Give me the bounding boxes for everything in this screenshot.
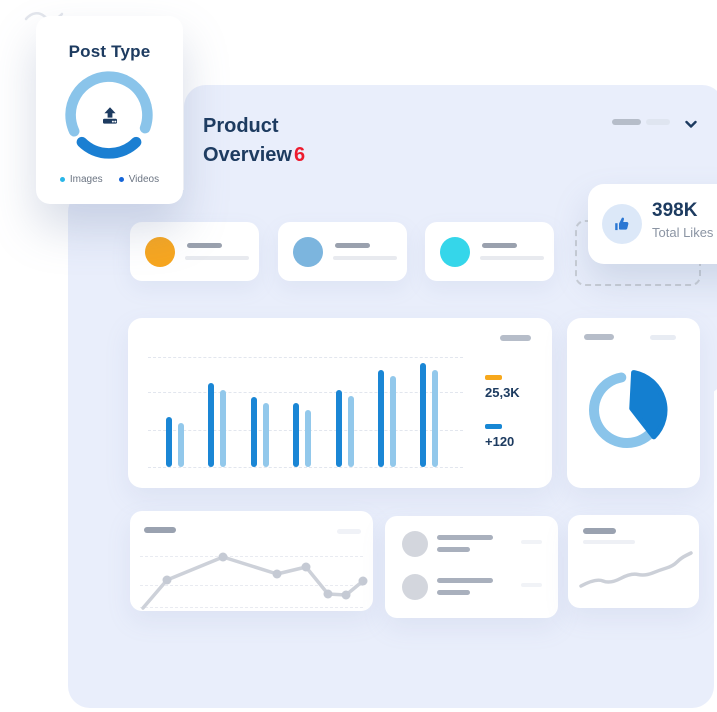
bar-previous [305, 410, 312, 467]
gridline [148, 357, 463, 358]
gridline [140, 607, 363, 608]
chevron-down-icon[interactable] [683, 116, 699, 132]
pie-card-skeleton-light [650, 335, 676, 340]
legend-swatch-orange [485, 375, 502, 380]
list-item [385, 531, 558, 571]
gridline [148, 392, 463, 393]
list-skeleton-title [437, 535, 493, 540]
legend-item-images: Images [59, 174, 103, 185]
stat-circle-icon [145, 237, 175, 267]
total-likes-card: 398K Total Likes [588, 184, 717, 264]
stat-circle-icon [440, 237, 470, 267]
stat-skeleton-title [482, 243, 517, 248]
list-skeleton-value [521, 540, 542, 544]
stat-skeleton-subtitle [480, 256, 544, 260]
stat-card [278, 222, 407, 281]
legend-label-videos: Videos [128, 174, 160, 185]
stat-circle-icon [293, 237, 323, 267]
page-title: Product Overview 6 [203, 112, 353, 170]
list-skeleton-value [521, 583, 542, 587]
stat-skeleton-title [187, 243, 222, 248]
line-card-skeleton-dark [144, 527, 176, 533]
legend-swatch-blue [485, 424, 502, 429]
post-type-legend: Images Videos [36, 174, 183, 185]
bar-previous [432, 370, 439, 467]
legend-item-videos: Videos [118, 174, 160, 185]
wave-card-skeleton-light [583, 540, 635, 544]
stat-skeleton-subtitle [333, 256, 397, 260]
stat-card [425, 222, 554, 281]
wave-chart-card [568, 515, 699, 608]
list-item [385, 574, 558, 614]
bar-current [166, 417, 172, 467]
bar-current [378, 370, 384, 467]
legend-label-images: Images [69, 174, 103, 185]
avatar [402, 531, 428, 557]
gridline [140, 585, 363, 586]
bar-previous [178, 423, 184, 467]
bar-current [420, 363, 427, 467]
bar-current [293, 403, 300, 467]
header-skeleton-line-dark [612, 119, 641, 125]
bar-current [208, 383, 215, 467]
videos-dot-icon [118, 177, 124, 182]
pie-chart-card [567, 318, 700, 488]
bar-current [335, 390, 342, 467]
pie-card-skeleton-dark [584, 334, 614, 340]
bar-previous [220, 390, 227, 467]
bar-previous [262, 403, 269, 467]
wave-card-skeleton-dark [583, 528, 616, 534]
wave-chart [579, 551, 693, 588]
stat-card [130, 222, 259, 281]
likes-value: 398K [652, 200, 698, 221]
gridline [140, 556, 363, 557]
legend-value-1: 25,3K [485, 385, 520, 400]
legend-value-2: +120 [485, 434, 515, 449]
post-type-card: Post Type Images Videos [36, 16, 183, 204]
list-skeleton-title [437, 578, 493, 583]
stat-skeleton-subtitle [185, 256, 249, 260]
line-chart [141, 552, 368, 610]
list-skeleton-subtitle [437, 547, 470, 552]
page-title-text: Product Overview [203, 115, 292, 166]
pie-chart [589, 370, 668, 448]
list-card [385, 516, 558, 618]
gridline [148, 467, 463, 468]
bar-previous [347, 396, 354, 467]
bar-current [250, 397, 257, 467]
header-skeleton-line-light [646, 119, 670, 125]
notification-badge: 6 [293, 144, 306, 166]
bar-card-skeleton-line [500, 335, 531, 341]
likes-icon-circle [602, 204, 642, 244]
likes-label: Total Likes [652, 225, 714, 240]
line-card-skeleton-light [337, 529, 361, 534]
post-type-donut-chart [65, 71, 153, 159]
list-skeleton-subtitle [437, 590, 470, 595]
upload-icon [103, 107, 117, 124]
thumbs-up-icon [615, 217, 629, 231]
avatar [402, 574, 428, 600]
images-dot-icon [59, 177, 65, 182]
post-type-title: Post Type [68, 42, 151, 61]
stat-skeleton-title [335, 243, 370, 248]
bar-chart-card: 25,3K +120 [128, 318, 552, 488]
line-chart-card [130, 511, 373, 611]
bar-previous [390, 376, 396, 467]
